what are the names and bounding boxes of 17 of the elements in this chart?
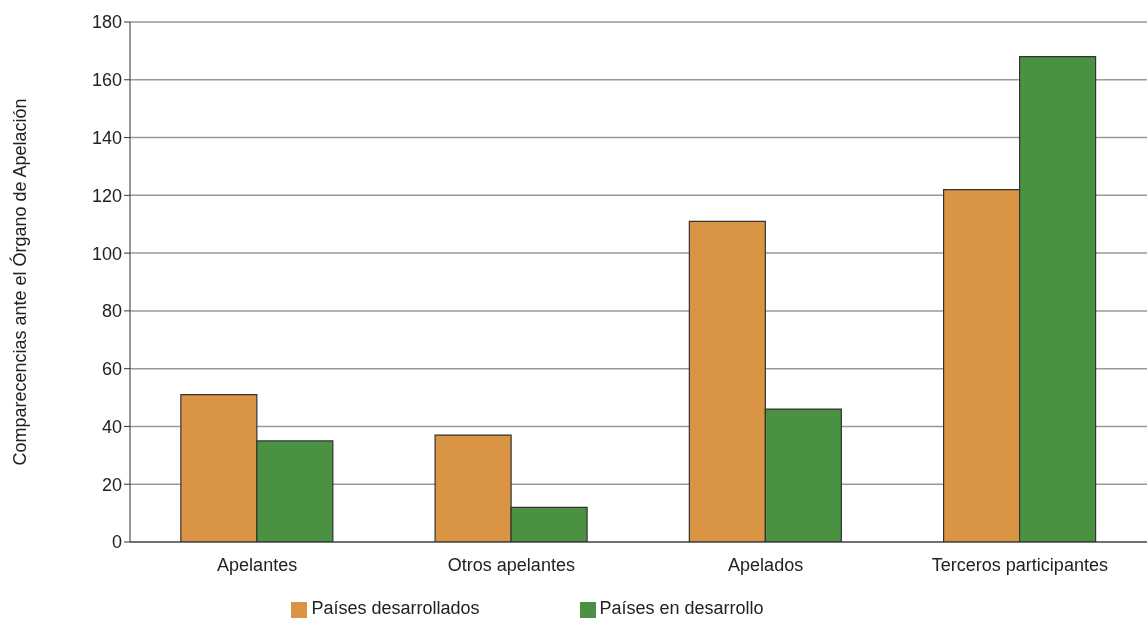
- legend-label: Países desarrollados: [311, 598, 480, 618]
- y-tick-label: 40: [101, 416, 122, 437]
- y-tick-label: 20: [101, 474, 122, 495]
- x-tick-label: Apelados: [728, 554, 804, 575]
- x-tick-label: Terceros participantes: [931, 554, 1108, 575]
- y-tick-label: 180: [91, 12, 122, 33]
- y-tick-label: 120: [91, 185, 122, 206]
- x-tick-label: Apelantes: [217, 554, 298, 575]
- y-tick-label: 140: [91, 127, 122, 148]
- y-tick-label: 100: [91, 243, 122, 264]
- y-tick-label: 0: [111, 532, 122, 553]
- y-axis-title: Comparecencias ante el Órgano de Apelación: [9, 98, 31, 466]
- legend-label: Países en desarrollo: [599, 598, 764, 618]
- y-tick-label: 60: [101, 359, 122, 380]
- y-tick-label: 160: [91, 70, 122, 91]
- y-tick-label: 80: [101, 301, 122, 322]
- x-tick-label: Otros apelantes: [447, 554, 575, 575]
